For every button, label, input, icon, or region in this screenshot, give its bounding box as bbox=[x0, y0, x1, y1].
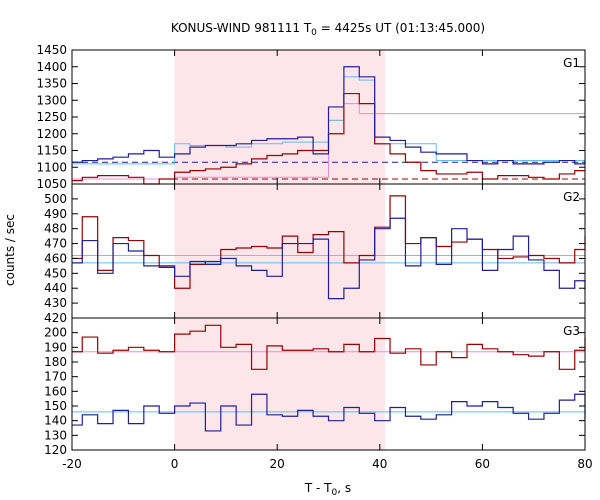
x-axis-label: T - T0, s bbox=[304, 481, 351, 498]
shaded-interval-G1 bbox=[174, 50, 385, 184]
shaded-interval-G2 bbox=[174, 184, 385, 318]
y-tick-label: 430 bbox=[44, 296, 67, 310]
x-tick-label: 60 bbox=[475, 457, 490, 471]
y-tick-label: 1250 bbox=[36, 110, 67, 124]
x-tick-label: 0 bbox=[171, 457, 179, 471]
panel-label-G2: G2 bbox=[563, 190, 580, 204]
y-tick-label: 1400 bbox=[36, 60, 67, 74]
panel-label-G3: G3 bbox=[563, 324, 580, 338]
y-axis-label: counts / sec bbox=[3, 214, 17, 286]
chart-title: KONUS-WIND 981111 T0 = 4425s UT (01:13:4… bbox=[171, 21, 485, 38]
y-tick-label: 470 bbox=[44, 237, 67, 251]
y-tick-label: 450 bbox=[44, 266, 67, 280]
y-tick-label: 160 bbox=[44, 384, 67, 398]
series-blue-G1 bbox=[72, 66, 586, 165]
shaded-interval-G3 bbox=[174, 318, 385, 450]
series-blue-G3 bbox=[72, 393, 586, 432]
panel-frame-G3 bbox=[71, 317, 586, 451]
shaded-interval-layer bbox=[174, 50, 385, 450]
series-red-G2 bbox=[72, 195, 586, 289]
y-tick-label: 130 bbox=[44, 428, 67, 442]
y-tick-label: 490 bbox=[44, 207, 67, 221]
y-tick-label: 150 bbox=[44, 399, 67, 413]
y-tick-label: 1300 bbox=[36, 93, 67, 107]
y-tick-label: 440 bbox=[44, 281, 67, 295]
y-tick-label: 1450 bbox=[36, 43, 67, 57]
x-tick-label: 20 bbox=[270, 457, 285, 471]
x-tick-label: -20 bbox=[62, 457, 82, 471]
y-tick-label: 500 bbox=[44, 192, 67, 206]
y-tick-label: 1050 bbox=[36, 177, 67, 191]
y-tick-label: 180 bbox=[44, 355, 67, 369]
y-tick-label: 460 bbox=[44, 251, 67, 265]
panel-label-G1: G1 bbox=[563, 56, 580, 70]
y-tick-label: 1200 bbox=[36, 127, 67, 141]
frame-layer bbox=[71, 49, 586, 451]
series-red-G3 bbox=[72, 324, 586, 370]
y-tick-label: 1100 bbox=[36, 160, 67, 174]
y-tick-label: 420 bbox=[44, 311, 67, 325]
y-tick-label: 480 bbox=[44, 222, 67, 236]
y-tick-label: 1150 bbox=[36, 144, 67, 158]
y-tick-label: 140 bbox=[44, 414, 67, 428]
y-tick-label: 120 bbox=[44, 443, 67, 457]
x-tick-label: 80 bbox=[577, 457, 592, 471]
y-tick-label: 200 bbox=[44, 326, 67, 340]
y-tick-label: 1350 bbox=[36, 77, 67, 91]
plot-layer bbox=[72, 66, 586, 432]
x-tick-label: 40 bbox=[372, 457, 387, 471]
text-layer: KONUS-WIND 981111 T0 = 4425s UT (01:13:4… bbox=[3, 21, 593, 498]
y-tick-label: 190 bbox=[44, 340, 67, 354]
series-blue-G2 bbox=[72, 217, 586, 300]
y-tick-label: 170 bbox=[44, 370, 67, 384]
